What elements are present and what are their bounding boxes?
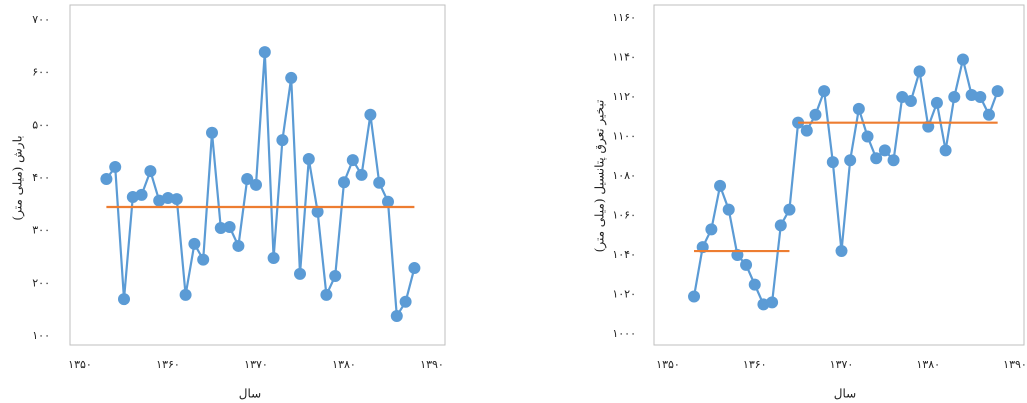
data-point: [162, 192, 174, 205]
data-point: [974, 91, 987, 103]
data-point: [109, 160, 122, 173]
data-point: [329, 269, 342, 282]
data-point: [276, 134, 289, 147]
data-point: [913, 65, 926, 78]
data-point: [311, 205, 324, 218]
x-tick-label: ۱۳۸۰: [916, 358, 940, 371]
y-tick-label: ۱۰۲۰: [612, 288, 636, 301]
data-point: [835, 245, 848, 258]
data-point: [826, 156, 839, 169]
data-point: [258, 46, 271, 59]
x-tick-label: ۱۳۷۰: [830, 358, 854, 371]
data-point: [338, 176, 350, 189]
data-point: [346, 154, 359, 167]
data-point: [364, 108, 377, 121]
x-tick-label: ۱۳۵۰: [68, 358, 92, 371]
data-point: [320, 288, 333, 301]
chart-frame: [69, 4, 446, 346]
data-point: [722, 203, 735, 216]
y-tick-label: ۱۰۶۰: [612, 209, 636, 222]
data-point: [214, 222, 227, 235]
y-tick-label: ۶۰۰: [32, 66, 50, 79]
data-point: [783, 203, 796, 216]
data-point: [170, 193, 183, 206]
data-point: [904, 94, 917, 107]
y-tick-label: ۱۱۰۰: [612, 130, 636, 143]
data-point: [241, 173, 254, 186]
data-point: [118, 293, 130, 306]
y-tick-label: ۱۱۴۰: [612, 51, 636, 64]
data-point: [991, 85, 1004, 98]
y-tick-label: ۲۰۰: [32, 276, 50, 289]
data-point: [232, 239, 245, 252]
data-point: [809, 108, 822, 121]
data-point: [285, 71, 298, 84]
data-point: [748, 278, 761, 291]
data-point: [188, 237, 201, 250]
data-point: [390, 309, 403, 322]
data-point: [956, 53, 969, 66]
x-tick-label: ۱۳۶۰: [743, 358, 767, 371]
x-axis-title: سال: [239, 387, 261, 401]
data-point: [870, 152, 883, 165]
y-axis-title: بارش (میلی متر): [11, 135, 25, 220]
data-point: [206, 126, 218, 139]
x-tick-label: ۱۳۷۰: [244, 358, 268, 371]
data-point: [223, 220, 236, 233]
y-tick-label: ۴۰۰: [32, 171, 50, 184]
data-point: [800, 124, 813, 137]
data-point: [939, 144, 952, 157]
data-point: [861, 130, 874, 143]
data-point: [852, 102, 865, 115]
data-point: [373, 176, 386, 189]
y-axis-title: تبخیر تعرق پتانسیل (میلی متر): [593, 100, 607, 253]
data-point: [948, 91, 961, 103]
y-tick-label: ۷۰۰: [32, 13, 50, 26]
data-point: [930, 96, 943, 109]
data-point: [267, 252, 280, 265]
data-point: [774, 219, 787, 232]
data-point: [705, 223, 718, 236]
data-point: [766, 296, 779, 309]
data-point: [818, 85, 831, 98]
data-point: [844, 154, 857, 167]
data-point: [408, 262, 421, 275]
data-point: [135, 188, 148, 201]
data-point: [982, 108, 995, 121]
data-point: [887, 154, 900, 167]
data-point: [382, 195, 394, 208]
data-point: [714, 179, 727, 192]
data-point: [740, 258, 753, 271]
y-tick-label: ۳۰۰: [32, 224, 50, 237]
data-point: [197, 253, 210, 266]
x-tick-label: ۱۳۹۰: [420, 358, 444, 371]
data-point: [250, 178, 262, 191]
y-tick-label: ۱۰۴۰: [612, 248, 636, 261]
data-point: [878, 144, 891, 157]
y-tick-label: ۱۱۲۰: [612, 90, 636, 103]
data-point: [688, 290, 701, 303]
x-axis-title: سال: [834, 387, 856, 401]
data-point: [355, 168, 368, 181]
x-tick-label: ۱۳۹۰: [1003, 358, 1027, 371]
x-tick-label: ۱۳۵۰: [656, 358, 680, 371]
data-point: [179, 288, 192, 301]
y-tick-label: ۱۰۰۰: [612, 327, 636, 340]
data-point: [100, 173, 113, 186]
y-tick-label: ۵۰۰: [32, 118, 50, 131]
data-point: [399, 295, 412, 308]
y-tick-label: ۱۱۶۰: [612, 11, 636, 24]
y-tick-label: ۱۰۰: [32, 329, 50, 342]
data-point: [302, 153, 315, 166]
x-tick-label: ۱۳۶۰: [156, 358, 180, 371]
data-point: [294, 267, 306, 280]
y-tick-label: ۱۰۸۰: [612, 169, 636, 182]
data-point: [144, 165, 157, 178]
chart-frame: [653, 4, 1025, 346]
x-tick-label: ۱۳۸۰: [332, 358, 356, 371]
